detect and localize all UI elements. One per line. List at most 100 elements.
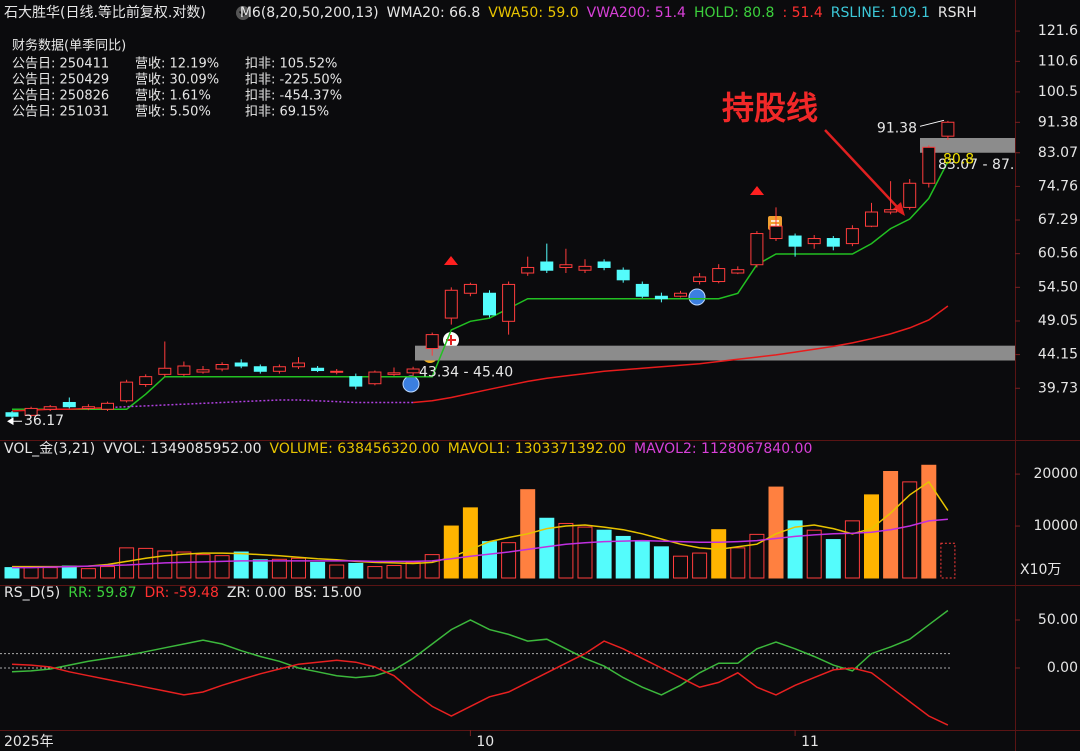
indicator-label: VOLUME: 638456320.00 — [269, 441, 439, 457]
line — [107, 399, 414, 409]
volume-bar — [462, 507, 478, 579]
finance-cell: 营收: 30.09% — [135, 73, 219, 88]
candle-body — [903, 182, 917, 208]
candle-body — [731, 269, 745, 274]
volume-bar — [844, 520, 860, 579]
panel-header: RS_D(5) RR: 59.87 DR: -59.48 ZR: 0.00 BS: 15… — [4, 585, 362, 601]
candle-body — [750, 233, 764, 266]
indicator-label: HOLD: 80.8 — [694, 5, 774, 21]
y-tick-label: 121.6 — [1038, 23, 1078, 39]
volume-bar — [195, 554, 211, 579]
candle-body — [635, 283, 649, 297]
candle-body — [807, 238, 821, 245]
last-price-arrow — [919, 119, 945, 127]
volume-bar — [864, 494, 879, 579]
volume-bar — [883, 470, 899, 579]
indicator-label: MAVOL1: 1303371392.00 — [448, 441, 626, 457]
candle-body — [62, 401, 76, 408]
low-arrow — [7, 417, 22, 426]
buy-dot — [402, 375, 420, 393]
volume-bar — [157, 550, 173, 579]
volume-bar — [291, 557, 306, 579]
line — [12, 161, 949, 411]
panel-header: 石大胜华(日线.等比前复权.对数) M6(8,20,50,200,13) WMA20… — [4, 4, 977, 21]
candle-body — [674, 292, 687, 297]
buy-dot — [688, 288, 706, 306]
low-price: 36.17 — [24, 413, 64, 429]
hold-value: 80.8 — [943, 152, 974, 168]
candle-body — [177, 365, 191, 375]
indicator-label: VWA200: 51.4 — [587, 5, 686, 21]
candle-body — [865, 211, 878, 227]
candle-body — [24, 407, 38, 416]
volume-bar — [787, 520, 803, 579]
candle-body — [502, 283, 516, 322]
volume-bar — [271, 558, 287, 579]
finance-cell: 公告日: 250411 — [12, 57, 109, 72]
zone — [415, 345, 1015, 361]
indicator-label: RR: 59.87 — [68, 585, 136, 601]
y-tick-label: 44.15 — [1038, 347, 1078, 363]
volume-bar — [558, 522, 574, 579]
volume-bar — [4, 567, 20, 579]
callout-arrow-line — [824, 129, 901, 211]
zone-label: 83.07 - 87. — [938, 157, 1014, 173]
candle-body — [253, 366, 267, 372]
dropdown-chevron[interactable] — [238, 10, 248, 17]
candle-body — [425, 334, 439, 349]
candle-body — [272, 366, 286, 372]
callout-arrow — [824, 129, 905, 216]
panel-title: RS_D(5) — [4, 585, 60, 601]
candle-body — [292, 362, 305, 368]
indicator-label: VWA50: 59.0 — [488, 5, 578, 21]
volume-bar — [100, 566, 115, 579]
dropdown-icon[interactable] — [236, 6, 250, 20]
candle-body — [654, 295, 668, 300]
indicator-label: RSRH — [938, 5, 977, 21]
panel-title: VOL_金(3,21) — [4, 441, 95, 457]
finance-cell: 公告日: 250826 — [12, 89, 109, 104]
candle-body — [43, 406, 57, 410]
volume-bar — [386, 565, 402, 579]
candle-body — [788, 235, 802, 247]
candle-body — [578, 265, 592, 271]
candle-body — [101, 402, 114, 410]
candle-body — [845, 228, 859, 245]
volume-bar — [367, 566, 383, 579]
candle-body — [406, 368, 420, 374]
indicator-label: BS: 15.00 — [294, 585, 362, 601]
volume-bar — [634, 540, 650, 579]
line — [11, 609, 949, 696]
indicator-label: DR: -59.48 — [145, 585, 219, 601]
last-price: 91.38 — [877, 120, 917, 136]
finance-cell: 扣非: -454.37% — [245, 89, 342, 104]
finance-cell: 扣非: -225.50% — [245, 73, 342, 88]
volume-bar — [329, 564, 345, 579]
unit-label: X10万 — [1020, 562, 1061, 578]
volume-bar — [405, 561, 421, 579]
candle-body — [463, 283, 477, 294]
indicator-label: VVOL: 1349085952.00 — [103, 441, 261, 457]
x-tick-label: 10 — [476, 734, 494, 750]
candle-body — [559, 264, 573, 268]
volume-bar — [443, 525, 459, 579]
x-tick-label: 2025年 — [4, 734, 54, 750]
candle-body — [120, 381, 134, 402]
dropdown-circle[interactable] — [236, 6, 250, 20]
volume-bar — [730, 547, 746, 579]
y-tick-label: 50.00 — [1038, 612, 1078, 628]
line — [11, 640, 949, 726]
y-tick-label: 74.76 — [1038, 178, 1078, 194]
finance-cell: 公告日: 251031 — [12, 105, 109, 120]
candle-body — [444, 289, 458, 319]
callout: 持股线 — [722, 89, 818, 127]
y-tick-label: 67.29 — [1038, 212, 1078, 228]
candle-body — [196, 369, 210, 373]
volume-bar — [252, 559, 268, 579]
indicator-label: M6(8,20,50,200,13) — [240, 5, 379, 21]
candle-body — [483, 292, 496, 316]
indicator-label: WMA20: 66.8 — [387, 5, 481, 21]
